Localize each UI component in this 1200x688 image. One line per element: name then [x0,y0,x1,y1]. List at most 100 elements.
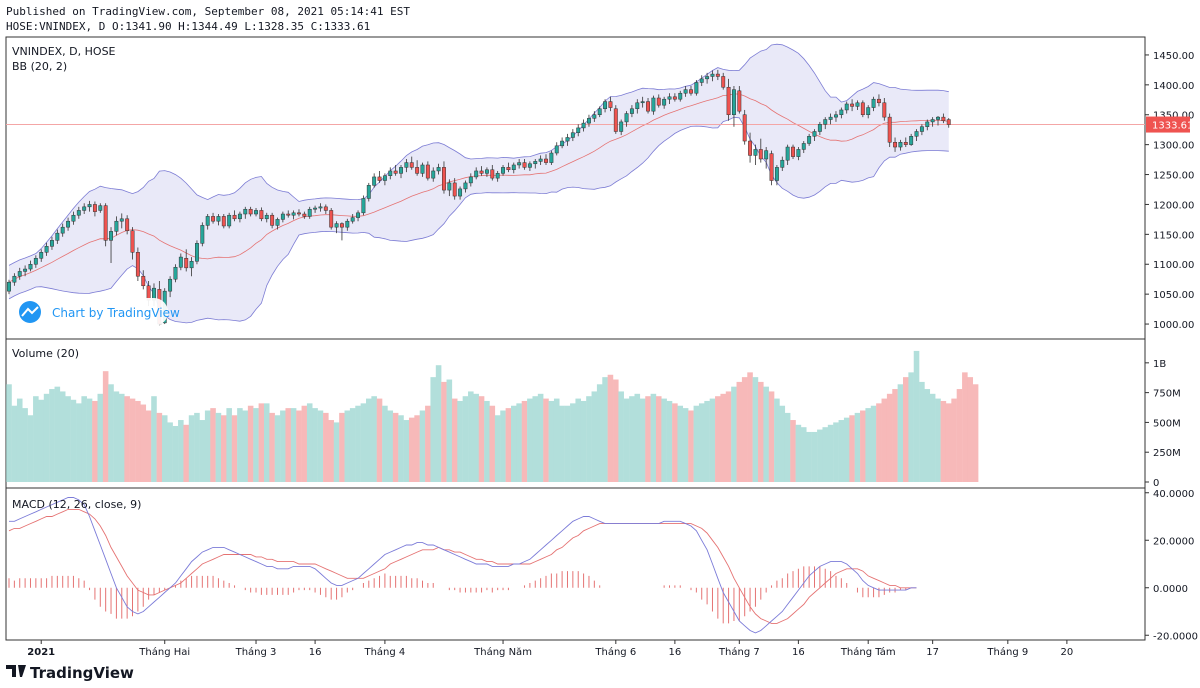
volume-bar[interactable] [500,410,506,483]
volume-bar[interactable] [210,408,216,482]
volume-bar[interactable] [323,412,329,482]
candle[interactable] [732,89,736,115]
candle[interactable] [527,163,532,168]
candle[interactable] [635,102,640,110]
volume-bar[interactable] [253,408,259,482]
volume-bar[interactable] [865,408,871,482]
volume-bar[interactable] [478,396,485,482]
volume-bar[interactable] [602,377,608,482]
candle[interactable] [313,207,318,210]
candle[interactable] [581,122,586,129]
volume-bar[interactable] [33,396,39,482]
volume-bar[interactable] [763,386,769,482]
candle[interactable] [135,252,140,277]
candle[interactable] [893,142,897,148]
candle[interactable] [168,278,173,292]
candle[interactable] [184,258,189,269]
volume-bar[interactable] [747,372,753,482]
candle[interactable] [28,263,33,270]
candle[interactable] [178,256,183,268]
candle[interactable] [33,258,38,265]
volume-bar[interactable] [113,391,120,482]
volume-bar[interactable] [290,408,297,482]
candle[interactable] [297,212,301,215]
candle[interactable] [705,76,710,80]
candle[interactable] [468,176,473,184]
volume-bar[interactable] [199,420,206,482]
candle[interactable] [189,261,194,269]
candle[interactable] [662,98,667,106]
volume-bar[interactable] [140,404,147,482]
volume-bar[interactable] [167,422,173,482]
candle[interactable] [834,114,838,118]
volume-bar[interactable] [446,379,453,482]
volume-bar[interactable] [516,403,522,482]
candle[interactable] [356,212,361,218]
candle[interactable] [302,213,307,217]
volume-bar[interactable] [484,400,490,482]
candle[interactable] [114,220,119,232]
candle[interactable] [50,240,54,247]
candle[interactable] [629,108,634,114]
volume-bar[interactable] [183,424,189,482]
candle[interactable] [710,73,715,77]
volume-bar[interactable] [494,415,501,482]
candle[interactable] [522,162,527,168]
volume-bar[interactable] [741,377,748,482]
candle[interactable] [640,101,645,104]
volume-bar[interactable] [650,393,657,482]
volume-bar[interactable] [892,389,898,482]
volume-bar[interactable] [156,412,163,482]
volume-bar[interactable] [903,377,909,482]
volume-bar[interactable] [940,400,947,482]
volume-bar[interactable] [661,398,667,482]
volume-bar[interactable] [951,398,957,482]
candle[interactable] [452,182,457,197]
candle[interactable] [898,142,903,148]
candle[interactable] [866,107,871,115]
volume-bar[interactable] [49,389,55,482]
candle[interactable] [130,230,135,253]
volume-bar[interactable] [328,420,334,482]
candle[interactable] [726,86,731,115]
candle[interactable] [925,121,930,127]
candle[interactable] [823,119,828,125]
candle[interactable] [490,169,495,179]
candle[interactable] [619,121,624,132]
candle[interactable] [205,216,210,226]
volume-bar[interactable] [800,427,807,482]
candle[interactable] [146,285,151,301]
volume-bar[interactable] [16,398,23,482]
candle[interactable] [919,126,924,132]
volume-bar[interactable] [833,422,839,482]
candle[interactable] [291,212,296,216]
candle[interactable] [420,164,425,174]
volume-bar[interactable] [43,393,50,482]
candle[interactable] [44,246,49,253]
candle[interactable] [442,167,446,191]
volume-bar[interactable] [913,350,920,482]
candle[interactable] [270,214,275,226]
volume-bar[interactable] [419,410,426,483]
candle[interactable] [544,158,548,163]
volume-bar[interactable] [666,400,673,482]
candle[interactable] [624,113,629,123]
candle[interactable] [817,124,822,132]
volume-bar[interactable] [731,386,737,482]
candle[interactable] [221,216,226,227]
volume-bar[interactable] [366,398,372,482]
volume-bar[interactable] [247,405,254,482]
candle[interactable] [769,153,774,181]
macd-pane-title[interactable]: MACD (12, 26, close, 9) [12,498,141,511]
candle[interactable] [570,132,575,138]
volume-bar[interactable] [929,393,936,482]
volume-bar[interactable] [591,391,598,482]
candle[interactable] [758,149,763,160]
volume-bar[interactable] [92,400,98,482]
candle[interactable] [87,204,92,208]
candle[interactable] [415,167,420,174]
candle[interactable] [936,116,940,120]
candle[interactable] [785,146,790,161]
candle[interactable] [479,170,484,174]
candle[interactable] [103,205,108,241]
